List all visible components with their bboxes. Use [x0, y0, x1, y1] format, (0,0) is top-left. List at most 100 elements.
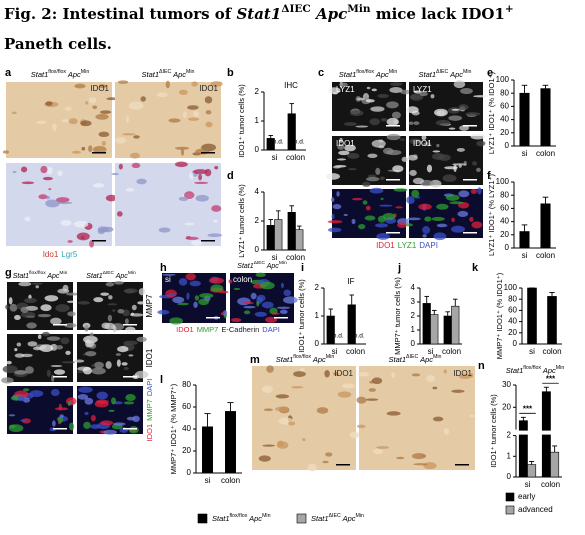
y-tick-label: 80	[500, 88, 509, 97]
texture	[61, 361, 76, 364]
value-label: n.d.	[333, 333, 344, 340]
y-axis-label: IDO1⁺ tumor cells (%)	[237, 84, 246, 158]
texture	[412, 177, 424, 185]
texture	[207, 233, 222, 238]
texture	[370, 106, 385, 112]
texture	[82, 366, 93, 375]
legend-label: early	[518, 492, 535, 501]
texture	[25, 305, 39, 311]
texture	[470, 133, 485, 140]
texture	[193, 301, 198, 308]
texture	[393, 119, 399, 125]
texture	[5, 304, 9, 310]
texture	[413, 121, 420, 126]
texture	[78, 386, 93, 393]
y-tick-label: 2	[315, 283, 320, 292]
texture	[293, 371, 306, 377]
texture	[379, 204, 393, 207]
texture	[322, 460, 329, 464]
bar	[451, 305, 460, 345]
texture	[396, 456, 405, 460]
y-axis-label: MMP7⁺ IDO1⁺ (% IDO1⁺)	[495, 272, 504, 359]
texture	[134, 370, 149, 379]
texture	[187, 105, 199, 110]
texture	[355, 125, 369, 128]
texture	[92, 145, 107, 154]
texture	[85, 350, 97, 357]
texture	[119, 427, 129, 433]
texture	[256, 300, 260, 307]
texture	[57, 170, 63, 176]
texture	[473, 95, 489, 98]
texture	[316, 407, 329, 414]
texture	[220, 312, 225, 316]
panel-letter: n	[478, 360, 485, 372]
texture	[356, 97, 365, 101]
texture	[74, 359, 85, 363]
texture	[73, 220, 89, 228]
text-part: Stat1	[389, 355, 407, 364]
legend-label: Stat1flox/flox ApcMin	[212, 513, 271, 523]
texture	[185, 236, 199, 240]
text-part: Stat1	[311, 514, 329, 523]
text-part: Apc	[311, 5, 347, 23]
texture	[20, 419, 27, 422]
scale-bar	[463, 179, 477, 181]
text-part: Min	[326, 354, 335, 360]
stain-name: LYZ1	[398, 241, 417, 250]
x-tick-label: si	[522, 251, 528, 260]
texture	[84, 411, 89, 416]
micrograph	[407, 133, 486, 188]
texture	[337, 143, 345, 150]
panel-letter: m	[250, 354, 260, 366]
texture	[375, 167, 381, 176]
texture	[456, 147, 465, 152]
panel-letter: e	[487, 67, 493, 79]
texture	[389, 87, 403, 93]
texture	[367, 153, 378, 159]
image-label: colon	[233, 275, 252, 284]
texture	[258, 455, 271, 462]
texture	[365, 398, 379, 401]
texture	[74, 83, 86, 89]
texture	[307, 463, 317, 472]
texture	[194, 295, 200, 301]
y-tick-label: 0	[255, 245, 260, 254]
texture	[433, 232, 447, 241]
texture	[368, 388, 376, 392]
stain-name: IDO1	[145, 424, 154, 442]
stain-legend: Ido1 Lgr5	[43, 250, 78, 259]
texture	[189, 280, 201, 287]
texture	[261, 301, 274, 309]
texture	[205, 121, 213, 128]
texture	[25, 366, 34, 374]
texture	[116, 211, 123, 217]
texture	[421, 135, 427, 141]
texture	[65, 292, 80, 296]
texture	[95, 113, 109, 120]
micrograph	[77, 280, 145, 333]
texture	[58, 403, 62, 411]
text-part: Min	[347, 3, 371, 15]
texture	[128, 426, 139, 434]
texture	[64, 322, 77, 328]
texture	[379, 176, 385, 181]
texture	[358, 224, 366, 230]
text-part: ΔIEC	[406, 354, 418, 360]
y-tick-label: 20	[508, 328, 517, 337]
scale-bar	[386, 125, 400, 127]
texture	[276, 306, 291, 309]
texture	[376, 232, 390, 240]
texture	[69, 422, 75, 431]
texture	[366, 176, 380, 182]
value-label: n.d.	[354, 333, 365, 340]
texture	[46, 369, 51, 377]
texture	[470, 189, 477, 195]
texture	[423, 142, 431, 147]
texture	[131, 304, 137, 311]
texture	[198, 298, 210, 306]
texture	[328, 227, 342, 233]
micrograph	[326, 133, 408, 187]
texture	[20, 306, 29, 313]
texture	[130, 312, 135, 316]
